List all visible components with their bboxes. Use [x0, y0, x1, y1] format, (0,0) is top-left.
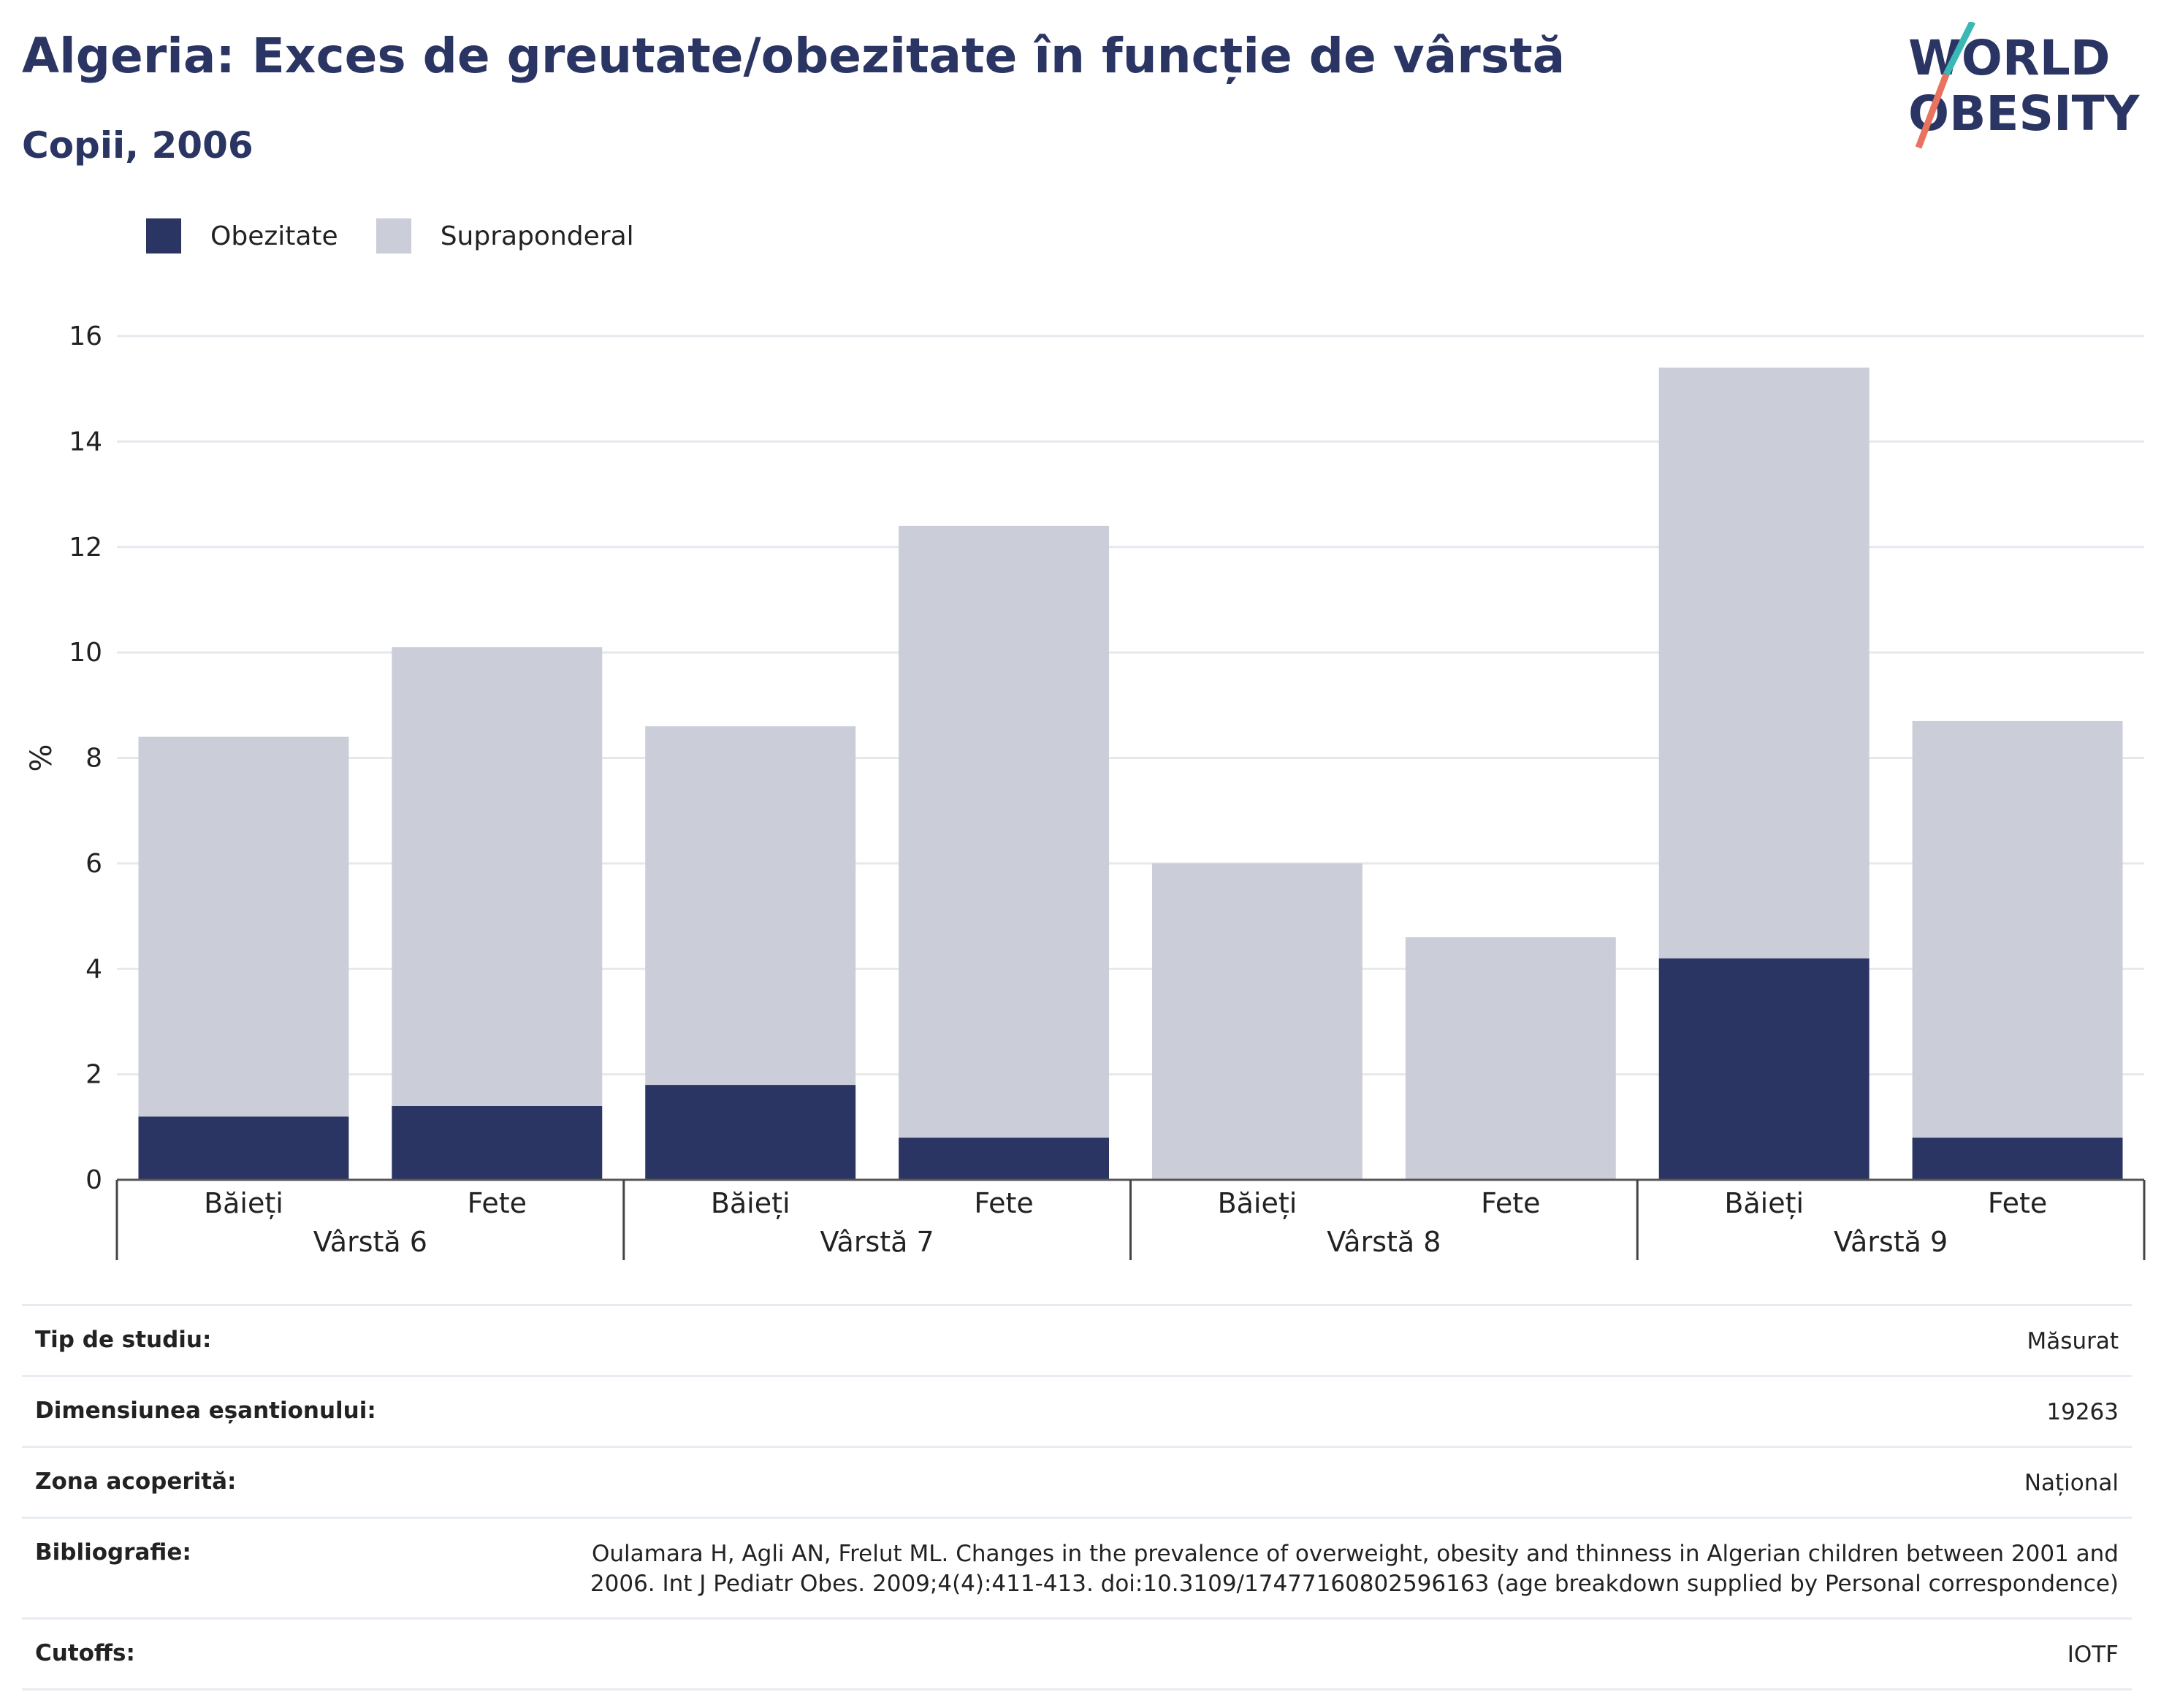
meta-row-cutoffs: Cutoffs: IOTF — [22, 1617, 2132, 1691]
meta-key: Dimensiunea eșantionului: — [35, 1397, 376, 1424]
y-tick-label: 0 — [85, 1165, 102, 1195]
x-group-label: Vârstă 9 — [1834, 1226, 1948, 1258]
logo-line-1: WORLD — [1908, 30, 2111, 86]
legend-label-overweight: Supraponderal — [440, 221, 634, 251]
y-tick-label: 12 — [69, 533, 102, 563]
meta-value: 19263 — [2046, 1398, 2119, 1425]
bar-overweight — [645, 726, 856, 1086]
bar-overweight — [392, 647, 603, 1106]
logo-slash-coral — [1915, 73, 1950, 149]
legend-item-obesity: Obezitate — [146, 218, 338, 253]
bar-overweight — [1405, 937, 1616, 1180]
meta-key: Tip de studiu: — [35, 1327, 212, 1353]
logo-slash-teal — [1943, 22, 1976, 77]
axis-labels: 0 2 4 6 8 10 12 14 16% Băieți Fete Băieți Fete Băieți… — [25, 321, 2047, 1258]
bar-overweight — [1912, 720, 2123, 1138]
x-group-label: Vârstă 7 — [820, 1226, 934, 1258]
x-category-label: Fete — [974, 1187, 1033, 1219]
page-subtitle: Copii, 2006 — [22, 124, 254, 167]
bar-overweight — [899, 525, 1110, 1138]
chart-legend: Obezitate Supraponderal — [146, 218, 672, 254]
bar-obesity — [392, 1105, 603, 1180]
page-title: Algeria: Exces de greutate/obezitate în … — [22, 28, 1566, 84]
bar-obesity — [1912, 1137, 2123, 1180]
x-category-label: Băieți — [1218, 1187, 1297, 1219]
logo-line-2: OBESITY — [1908, 85, 2141, 142]
meta-value: IOTF — [2067, 1642, 2119, 1669]
bar-obesity — [645, 1085, 856, 1180]
bar-overweight — [1658, 367, 1870, 958]
x-group-label: Vârstă 6 — [313, 1226, 427, 1258]
x-category-label: Fete — [468, 1187, 527, 1219]
y-tick-label: 16 — [69, 321, 102, 351]
meta-row-sample-size: Dimensiunea eșantionului: 19263 — [22, 1374, 2132, 1446]
bar-obesity — [899, 1137, 1110, 1180]
y-tick-label: 4 — [85, 954, 102, 984]
metadata-table: Tip de studiu: Măsurat Dimensiunea eșant… — [22, 1304, 2132, 1691]
y-tick-label: 2 — [85, 1060, 102, 1090]
meta-value: Național — [2024, 1469, 2119, 1496]
bar-overweight — [1151, 863, 1362, 1180]
bars — [138, 367, 2123, 1180]
y-tick-label: 8 — [85, 744, 102, 774]
bar-obesity — [1658, 958, 1870, 1180]
world-obesity-logo: WORLD OBESITY — [1908, 22, 2141, 149]
meta-key: Bibliografie: — [35, 1539, 191, 1566]
legend-swatch-overweight — [376, 218, 411, 253]
x-group-label: Vârstă 8 — [1327, 1226, 1441, 1258]
x-category-label: Băieți — [1724, 1187, 1804, 1219]
axes — [115, 1178, 2146, 1260]
meta-key: Cutoffs: — [35, 1640, 135, 1667]
y-axis-title: % — [25, 744, 58, 771]
x-category-label: Fete — [1988, 1187, 2047, 1219]
legend-swatch-obesity — [146, 218, 181, 253]
meta-row-coverage: Zona acoperită: Național — [22, 1445, 2132, 1517]
y-tick-label: 10 — [69, 638, 102, 668]
meta-value: Măsurat — [2027, 1328, 2119, 1354]
x-category-label: Fete — [1481, 1187, 1540, 1219]
x-category-label: Băieți — [204, 1187, 283, 1219]
legend-label-obesity: Obezitate — [210, 221, 338, 251]
bar-obesity — [138, 1116, 349, 1180]
stacked-bar-chart: 0 2 4 6 8 10 12 14 16% Băieți Fete Băieți Fete Băieți… — [25, 321, 2146, 1260]
meta-key: Zona acoperită: — [35, 1468, 237, 1495]
meta-row-study-type: Tip de studiu: Măsurat — [22, 1304, 2132, 1375]
x-category-label: Băieți — [711, 1187, 790, 1219]
meta-value: Oulamara H, Agli AN, Frelut ML. Changes … — [590, 1540, 2119, 1598]
bar-overweight — [138, 736, 349, 1117]
y-tick-label: 6 — [85, 849, 102, 879]
legend-item-overweight: Supraponderal — [376, 218, 634, 253]
meta-row-bibliography: Bibliografie: Oulamara H, Agli AN, Frelu… — [22, 1516, 2132, 1618]
y-tick-label: 14 — [69, 427, 102, 457]
